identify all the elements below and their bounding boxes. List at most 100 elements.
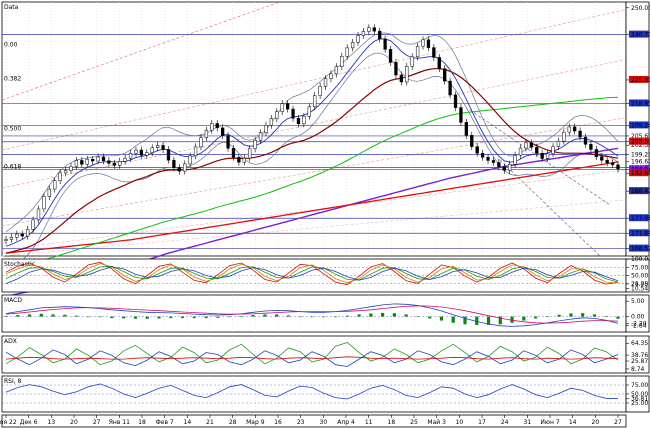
macd-histogram-bar: [51, 314, 55, 317]
x-axis-label: Мар 9: [246, 419, 265, 426]
price-candle-body: [524, 142, 528, 149]
macd-histogram-bar: [604, 316, 608, 317]
price-axis-badge: [629, 169, 649, 177]
price-candle-body: [36, 208, 41, 221]
price-candle-body: [334, 66, 339, 75]
price-candle-body: [85, 159, 89, 165]
price-candle-body: [285, 103, 290, 110]
macd-histogram-bar: [204, 316, 208, 319]
panels-layer: Data 0.00 0.382 0.500 0.618 250.00 240.70 225.0…: [1, 1, 650, 413]
price-candle-body: [361, 31, 366, 36]
macd-histogram-bar: [616, 316, 620, 319]
price-candle-body: [204, 129, 209, 138]
macd-histogram-bar: [39, 313, 43, 317]
price-candle-body: [610, 162, 615, 166]
price-candle-body: [491, 160, 496, 163]
price-candle-body: [340, 56, 344, 67]
price-axis-label: 202.38: [631, 142, 650, 149]
price-candle-body: [529, 142, 533, 148]
price-candle-body: [15, 233, 19, 238]
fib-level-label: 0.618: [4, 163, 21, 170]
price-axis-badge: [629, 187, 649, 195]
price-candle-body: [4, 239, 8, 241]
macd-histogram-bar: [180, 316, 185, 319]
x-axis-label: 25: [410, 419, 418, 426]
price-trend-line: [1, 169, 625, 251]
x-axis-label: 30: [320, 419, 328, 426]
price-candle-body: [63, 170, 68, 174]
price-candle-body: [302, 116, 306, 125]
price-axis-badge: [629, 214, 649, 222]
stochastic-panel-title: Stochastic: [4, 261, 35, 268]
adx-axis-label: 25.87: [631, 358, 648, 365]
price-axis-badge-label: 192.68: [631, 170, 650, 177]
price-candle-body: [58, 172, 62, 181]
price-candle-body: [31, 219, 35, 230]
x-axis-label: 31: [524, 419, 532, 426]
macd-histogram-bar: [451, 316, 455, 323]
stochastic-axis-label: 50.00: [631, 273, 648, 280]
macd-histogram-bar: [263, 314, 267, 317]
macd-histogram-bar: [510, 316, 514, 323]
x-axis-label: 14: [184, 419, 192, 426]
x-axis-label: 10: [456, 419, 464, 426]
rsi-axis-label: 75.00: [631, 382, 648, 389]
price-axis-badge: [629, 121, 649, 129]
price-candle-body: [562, 131, 566, 142]
x-axis-label: 13: [48, 419, 56, 426]
price-trend-line: [499, 159, 601, 257]
macd-histogram-bar: [251, 315, 255, 317]
x-axis-label: Май 3: [427, 419, 446, 426]
price-candle-body: [237, 157, 241, 163]
price-axis-badge: [629, 244, 649, 252]
price-candle-body: [545, 153, 550, 159]
macd-histogram-bar: [381, 312, 385, 317]
price-candle-body: [329, 73, 333, 80]
price-axis-badge: [629, 99, 649, 107]
macd-histogram-bar: [569, 313, 573, 317]
x-axis-label: 21: [206, 419, 214, 426]
price-candle-body: [269, 118, 274, 126]
price-candle-body: [513, 155, 517, 165]
price-candle-body: [459, 107, 463, 123]
macd-histogram-bar: [110, 316, 114, 319]
price-candle-body: [248, 148, 252, 159]
stochastic-axis-label: 24.75: [631, 281, 648, 288]
x-axis-label: 23: [297, 419, 305, 426]
price-candle-body: [464, 122, 469, 136]
price-axis-badge-label: 209.24: [631, 122, 650, 129]
price-candle-body: [605, 159, 609, 164]
price-candle-body: [150, 147, 154, 153]
price-candle-body: [123, 157, 127, 162]
price-candle-body: [313, 95, 317, 108]
price-axis-badge-label: 240.70: [631, 32, 650, 39]
price-candle-body: [345, 47, 349, 57]
macd-panel-title: MACD: [4, 297, 22, 304]
macd-histogram-bar: [169, 316, 173, 319]
macd-histogram-bar: [216, 316, 220, 318]
macd-histogram-bar: [298, 316, 302, 318]
macd-histogram-bar: [357, 314, 361, 317]
macd-histogram-bar: [239, 316, 243, 317]
price-candle-body: [91, 159, 95, 162]
macd-histogram-bar: [392, 313, 396, 317]
price-candle-body: [475, 146, 479, 154]
price-candle-body: [199, 137, 203, 148]
price-axis-label: 196.67: [631, 159, 650, 166]
price-candle-body: [432, 47, 436, 58]
price-candle-body: [486, 157, 490, 161]
price-axis-label: 250.00: [631, 5, 650, 12]
price-axis-badge: [629, 30, 649, 38]
price-candle-body: [20, 233, 24, 237]
price-candle-body: [42, 196, 46, 210]
rsi-axis-label: 36.81: [631, 396, 648, 403]
price-candle-body: [437, 57, 441, 69]
price-candle-body: [226, 135, 230, 149]
fib-level-label: 0.382: [4, 76, 21, 83]
macd-axis-frame: [625, 294, 650, 333]
macd-histogram-bar: [275, 314, 279, 317]
price-candle-body: [177, 167, 181, 172]
price-candle-body: [231, 148, 236, 158]
